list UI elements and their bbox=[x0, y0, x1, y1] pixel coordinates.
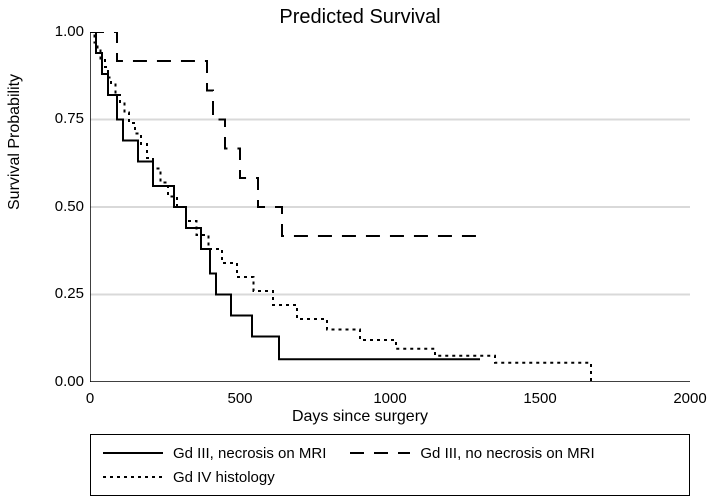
ytick-4: 1.00 bbox=[34, 23, 84, 40]
xtick-2: 1000 bbox=[373, 390, 406, 407]
legend-label-2: Gd IV histology bbox=[173, 469, 275, 486]
plot-area bbox=[90, 32, 690, 382]
legend-item-2: Gd IV histology bbox=[103, 465, 275, 489]
legend: Gd III, necrosis on MRI Gd III, no necro… bbox=[90, 434, 690, 496]
legend-item-0: Gd III, necrosis on MRI bbox=[103, 441, 326, 465]
ytick-1: 0.25 bbox=[34, 285, 84, 302]
legend-swatch-1 bbox=[350, 443, 410, 463]
x-axis-label: Days since surgery bbox=[0, 408, 720, 426]
xtick-1: 500 bbox=[227, 390, 252, 407]
survival-chart: Predicted Survival Survival Probability … bbox=[0, 0, 720, 502]
legend-label-1: Gd III, no necrosis on MRI bbox=[420, 445, 594, 462]
ytick-2: 0.50 bbox=[34, 198, 84, 215]
legend-label-0: Gd III, necrosis on MRI bbox=[173, 445, 326, 462]
legend-item-1: Gd III, no necrosis on MRI bbox=[350, 441, 594, 465]
legend-swatch-2 bbox=[103, 467, 163, 487]
ytick-0: 0.00 bbox=[34, 373, 84, 390]
legend-swatch-0 bbox=[103, 443, 163, 463]
ytick-3: 0.75 bbox=[34, 110, 84, 127]
y-axis-label: Survival Probability bbox=[6, 74, 24, 210]
chart-title: Predicted Survival bbox=[0, 6, 720, 29]
xtick-3: 1500 bbox=[523, 390, 556, 407]
xtick-0: 0 bbox=[86, 390, 94, 407]
xtick-4: 2000 bbox=[673, 390, 706, 407]
